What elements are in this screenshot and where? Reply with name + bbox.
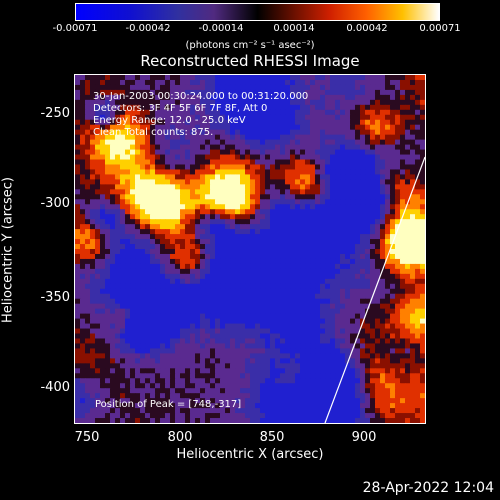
colorbar-tick: 0.00014 (273, 23, 315, 34)
heatmap-image (75, 75, 425, 423)
clean-counts-label: Clean Total counts: 875. (93, 127, 214, 138)
colorbar (75, 3, 440, 21)
x-tick: 750 (74, 430, 100, 445)
y-tick: -300 (40, 196, 70, 211)
x-tick: 900 (351, 430, 377, 445)
peak-position-label: Position of Peak = [748,-317] (95, 399, 242, 410)
x-axis-label: Heliocentric X (arcsec) (176, 447, 324, 462)
y-tick: -350 (40, 290, 70, 305)
colorbar-tick: -0.00042 (125, 23, 171, 34)
y-tick: -400 (40, 380, 70, 395)
energy-range-label: Energy Range: 12.0 - 25.0 keV (93, 115, 246, 126)
timestamp: 28-Apr-2022 12:04 (362, 480, 494, 496)
solar-limb-line (324, 156, 425, 423)
y-tick: -250 (40, 106, 70, 121)
image-plot: 30-Jan-2003 00:30:24.000 to 00:31:20.000… (74, 74, 426, 424)
colorbar-tick: -0.00014 (198, 23, 244, 34)
y-axis-label: Heliocentric Y (arcsec) (0, 177, 16, 323)
x-tick: 800 (167, 430, 193, 445)
detectors-label: Detectors: 3F 4F 5F 6F 7F 8F, Att 0 (93, 103, 268, 114)
colorbar-tick: 0.00042 (346, 23, 388, 34)
x-tick: 850 (259, 430, 285, 445)
colorbar-tick: -0.00071 (52, 23, 98, 34)
time-range-label: 30-Jan-2003 00:30:24.000 to 00:31:20.000 (93, 91, 309, 102)
colorbar-unit: (photons cm⁻² s⁻¹ asec⁻²) (185, 40, 315, 51)
plot-title: Reconstructed RHESSI Image (140, 52, 360, 70)
colorbar-tick: 0.00071 (419, 23, 461, 34)
